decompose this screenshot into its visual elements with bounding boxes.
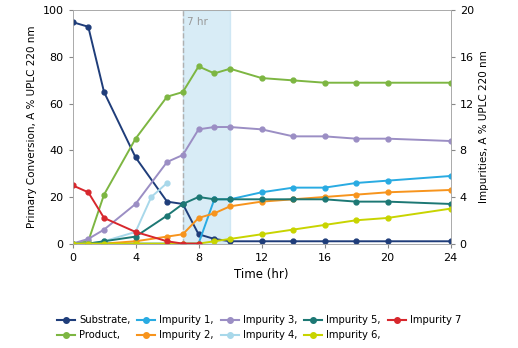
Text: 7 hr: 7 hr (187, 17, 208, 27)
Y-axis label: Primary Conversion, A % UPLC 220 nm: Primary Conversion, A % UPLC 220 nm (27, 26, 37, 228)
Legend: Substrate,, Product,, Impurity 1,, Impurity 2,, Impurity 3,, Impurity 4,, Impuri: Substrate,, Product,, Impurity 1,, Impur… (54, 312, 464, 343)
X-axis label: Time (hr): Time (hr) (234, 268, 289, 281)
Bar (183, 10, 230, 244)
Y-axis label: Impurities, A % UPLC 220 nm: Impurities, A % UPLC 220 nm (479, 51, 490, 203)
